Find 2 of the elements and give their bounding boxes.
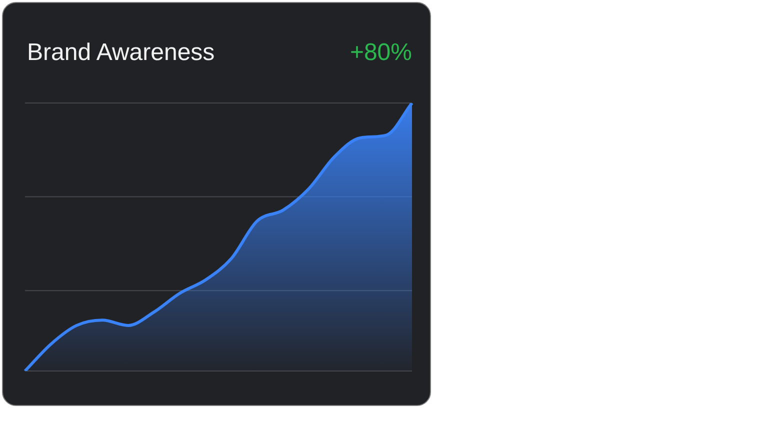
text: +80% [350, 39, 412, 67]
chart-title: Brand Awareness [27, 39, 215, 67]
